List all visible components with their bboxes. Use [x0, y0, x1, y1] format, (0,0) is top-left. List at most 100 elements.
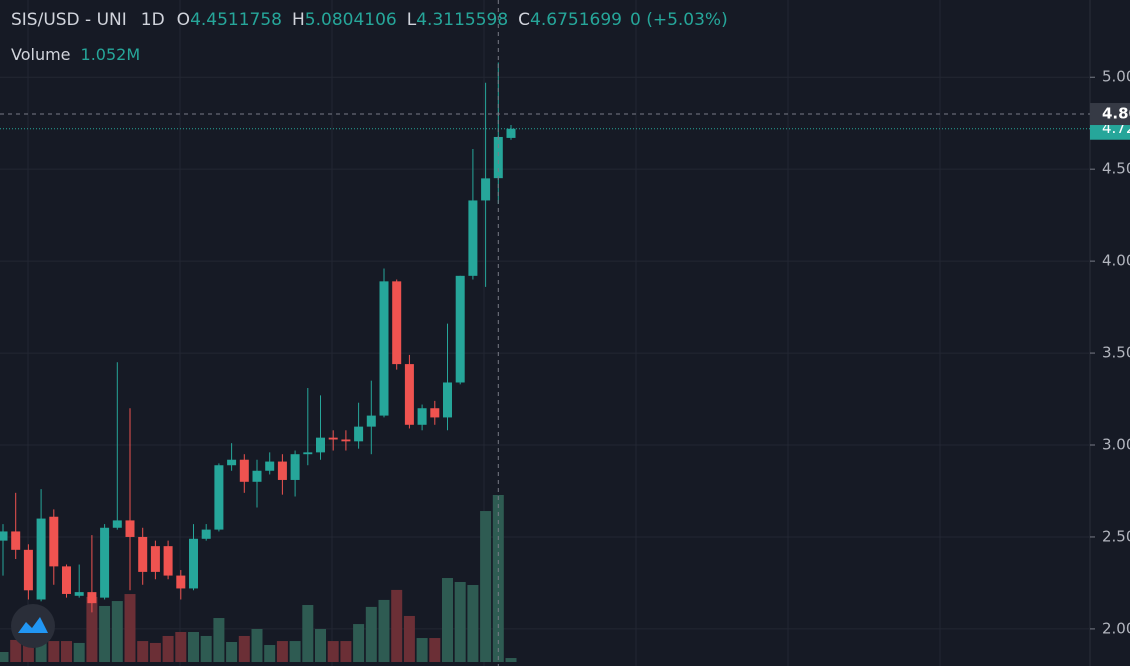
volume-bar [276, 641, 288, 662]
volume-title: Volume [11, 45, 71, 64]
close-value: 4.6751699 [530, 10, 622, 30]
candle-body [11, 531, 21, 550]
candle-body [163, 546, 173, 576]
y-tick-label: 5.00 [1102, 68, 1130, 86]
volume-bar [73, 642, 85, 662]
candle-body [277, 461, 287, 480]
candle-body [379, 281, 389, 416]
volume-bar [327, 641, 339, 662]
ohlc-letter: C [518, 10, 531, 30]
candle-body [341, 439, 351, 442]
logo[interactable] [11, 604, 55, 648]
candle-body [328, 437, 338, 440]
volume-bar [22, 642, 34, 662]
candle-body [176, 575, 186, 589]
volume-bar [416, 638, 428, 662]
volume-bar [124, 594, 136, 662]
volume-bar [264, 645, 276, 662]
volume-bar [403, 615, 415, 662]
volume-bar [175, 631, 187, 662]
volume-bar [454, 581, 466, 662]
ohlc-letter: O [176, 10, 191, 30]
volume-bar [289, 641, 301, 662]
candle-body [265, 461, 275, 471]
candle-body [316, 437, 325, 453]
y-tick-label: 3.50 [1102, 344, 1130, 362]
volume-bar [149, 642, 161, 662]
volume-bar [10, 639, 22, 662]
candle-body [74, 592, 84, 596]
candle-body [62, 566, 71, 594]
volume-bar [442, 578, 453, 662]
volume-bar [35, 642, 47, 662]
volume-bar [353, 624, 365, 662]
volume-value: 1.052M [80, 45, 141, 64]
candle-body [239, 459, 249, 482]
symbol-title: SIS/USD - UNI [11, 10, 127, 30]
volume-bar [315, 628, 326, 662]
candle-body [506, 128, 516, 138]
candle-body [290, 454, 300, 480]
candle-body [87, 592, 97, 604]
candle-body [49, 516, 59, 567]
candle-body [354, 426, 364, 442]
y-tick-label: 2.50 [1102, 527, 1130, 545]
logo-circle[interactable] [11, 604, 55, 648]
volume-bar [429, 638, 441, 662]
volume-bar [188, 631, 199, 662]
candle-body [417, 408, 427, 425]
volume-bar [0, 651, 9, 662]
candle-body [112, 520, 122, 528]
legend-header: SIS/USD - UNI 1D O 4.4511758 H 5.0804106 L… [11, 10, 728, 30]
candle-body [138, 536, 148, 572]
candle-body [430, 408, 440, 418]
y-tick-label: 2.00 [1102, 619, 1130, 637]
candle-body [23, 549, 33, 591]
candle-body [252, 470, 262, 482]
ohlc-letter: L [406, 10, 417, 30]
y-tick-label: 4.00 [1102, 252, 1130, 270]
candle-body [201, 529, 211, 539]
volume-bar [200, 635, 212, 662]
candle-body [100, 527, 110, 598]
candle-body [125, 520, 135, 537]
volume-bar [251, 628, 263, 662]
volume-bar [302, 605, 314, 662]
volume-bar [340, 641, 352, 662]
volume-bar [111, 601, 123, 662]
volume-bar [365, 606, 377, 662]
interval: 1D [140, 10, 165, 30]
volume-bar [213, 618, 225, 662]
volume-bar [162, 635, 174, 662]
volume-bar [86, 596, 98, 662]
candle-body [0, 531, 8, 541]
candle-body [443, 382, 452, 418]
candle-body [227, 459, 237, 466]
volume-bar [467, 585, 479, 662]
volume-header: Volume 1.052M [11, 45, 140, 64]
change: 0 (+5.03%) [629, 10, 728, 30]
candle-body [404, 364, 414, 425]
candle-body [455, 275, 465, 383]
candle-body [392, 281, 402, 365]
candle-body [150, 546, 160, 572]
open-value: 4.4511758 [190, 10, 282, 30]
candle-body [214, 465, 224, 530]
candle-body [493, 136, 503, 179]
candle-body [468, 200, 478, 276]
volume-bar [137, 641, 149, 662]
volume-bar [480, 511, 492, 662]
y-tick-label: 4.50 [1102, 160, 1130, 178]
volume-bar [505, 658, 517, 662]
volume-bar [378, 599, 390, 662]
logo-icon[interactable] [18, 617, 48, 633]
volume-bar [226, 641, 238, 662]
volume-bar [238, 635, 250, 662]
low-value: 4.3115598 [416, 10, 509, 30]
candle-body [36, 518, 46, 600]
candle-body [303, 452, 313, 455]
candle-body [366, 415, 376, 427]
